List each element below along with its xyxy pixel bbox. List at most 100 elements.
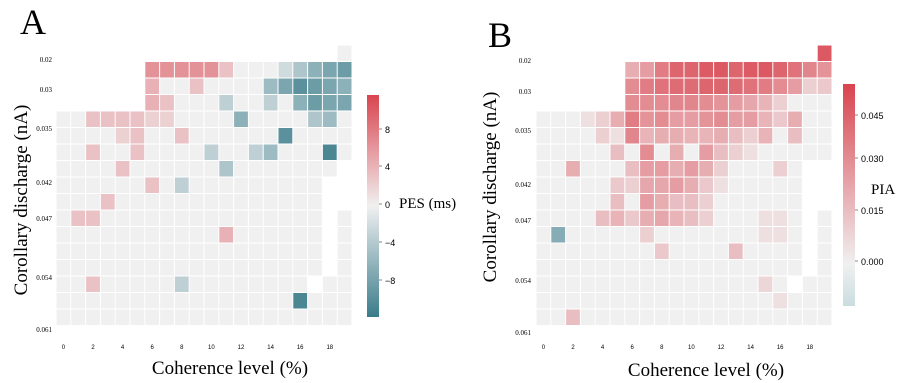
heatmap-cell [145,309,160,325]
heatmap-cell [248,62,263,78]
heatmap-cell [248,210,263,226]
heatmap-cell [684,111,699,127]
heatmap-cell [248,293,263,309]
heatmap-cell [278,78,293,94]
heatmap-cell [219,161,234,177]
heatmap-cell [248,309,263,325]
y-tick-label: 0.02 [40,56,53,64]
heatmap-cell [234,194,248,210]
y-ticks-a: 0.02 0.03 0.035 0.042 0.047 0.054 0.061 [36,56,52,334]
heatmap-cell [308,260,322,276]
heatmap-cell [204,210,219,226]
heatmap-cell [802,95,817,111]
x-tick-label: 2 [91,345,95,351]
heatmap-cell [551,293,566,309]
y-tick-label: 0.061 [515,329,531,337]
heatmap-cell [788,243,802,259]
heatmap-cell [566,111,580,127]
heatmap-cell [610,227,625,243]
heatmap-cell [595,161,610,177]
heatmap-cell [640,210,654,226]
heatmap-cell [204,309,219,325]
x-tick-label: 16 [777,345,784,351]
heatmap-cell [278,111,293,127]
heatmap-cell [625,177,640,193]
heatmap-cell [204,78,219,94]
heatmap-cell [595,260,610,276]
heatmap-cell [728,144,743,160]
heatmap-cell [714,95,728,111]
heatmap-cell [684,243,699,259]
heatmap-cell [743,243,758,259]
heatmap-cell [728,78,743,94]
heatmap-cell [278,309,293,325]
heatmap-cell [56,276,71,292]
heatmap-cell [234,309,248,325]
heatmap-cell [100,260,115,276]
heatmap-cell [100,243,115,259]
y-tick-label: 0.047 [515,217,531,225]
heatmap-cell [610,260,625,276]
heatmap-cell [625,161,640,177]
heatmap-cell [551,260,566,276]
heatmap-cell [86,260,100,276]
heatmap-cell [788,293,802,309]
heatmap-cell [86,144,100,160]
heatmap-cell [625,78,640,94]
heatmap-cell [248,161,263,177]
heatmap-cell [817,227,832,243]
heatmap-cell [640,293,654,309]
heatmap-cell [100,276,115,292]
heatmap-cell [640,260,654,276]
colorbar-tick-label: 0.000 [861,257,884,267]
heatmap-cell [743,177,758,193]
heatmap-cell [71,177,86,193]
heatmap-cell [204,111,219,127]
heatmap-cell [234,260,248,276]
heatmap-cell [86,293,100,309]
heatmap-cell [293,144,308,160]
heatmap-cell [566,210,580,226]
heatmap-cell [595,243,610,259]
heatmap-cell [263,144,278,160]
heatmap-cell [817,144,832,160]
heatmap-cell [625,260,640,276]
heatmap-cell [130,161,145,177]
heatmap-cell [714,210,728,226]
heatmap-cell [580,293,595,309]
heatmap-cell [174,177,189,193]
heatmap-cell [743,276,758,292]
heatmap-cell [743,194,758,210]
heatmap-cell [248,194,263,210]
y-tick-label: 0.047 [36,215,52,223]
heatmap-cell [817,128,832,144]
heatmap-cell [263,111,278,127]
heatmap-cell [204,276,219,292]
heatmap-cell [189,62,204,78]
heatmap-cell [293,276,308,292]
heatmap-cell [56,260,71,276]
x-axis-label-b: Coherence level (%) [628,360,784,381]
heatmap-cell [145,293,160,309]
heatmap-cell [219,78,234,94]
heatmap-cell [293,62,308,78]
heatmap-cell [174,128,189,144]
plot-area-a [56,45,352,342]
heatmap-cell [174,161,189,177]
x-tick-label: 8 [180,345,184,351]
colorbar-label-b: PIA [871,182,895,198]
heatmap-cell [625,276,640,292]
heatmap-cell [640,144,654,160]
heatmap-cell [174,210,189,226]
heatmap-cell [56,309,71,325]
heatmap-cell [802,128,817,144]
heatmap-cell [234,161,248,177]
heatmap-cell [160,260,174,276]
heatmap-cell [551,276,566,292]
heatmap-cell [145,111,160,127]
heatmap-cell [174,95,189,111]
heatmap-cell [56,243,71,259]
heatmap-cell [817,45,832,61]
x-tick-label: 0 [62,345,66,351]
heatmap-cell [248,177,263,193]
